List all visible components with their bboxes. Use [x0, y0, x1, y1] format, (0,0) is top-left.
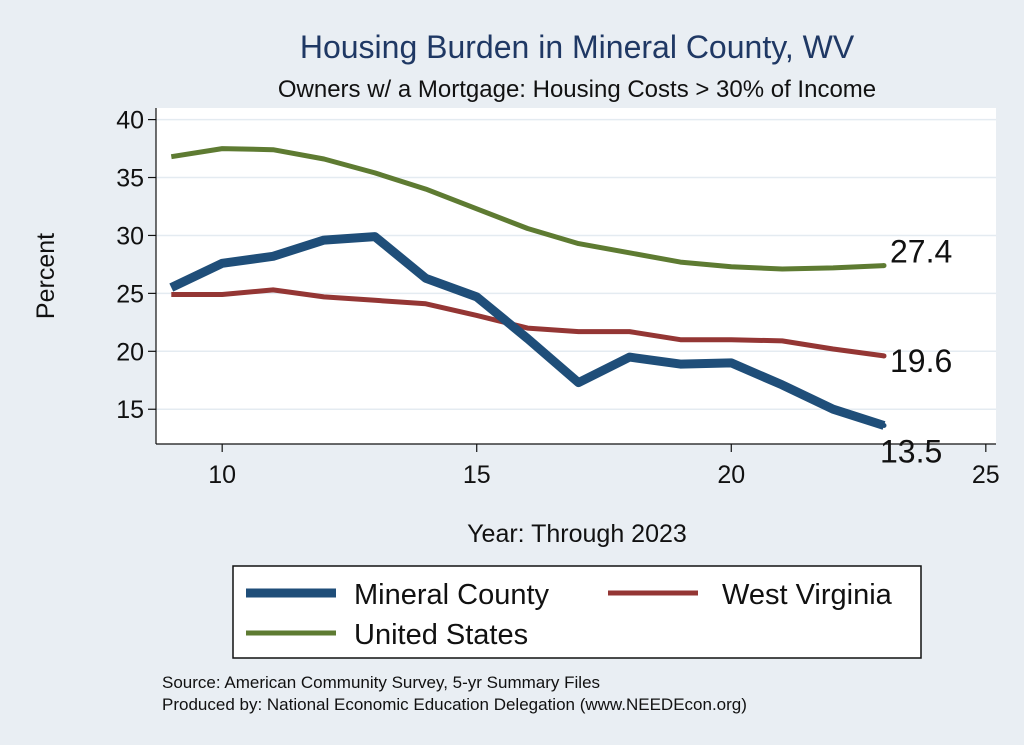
end-label-united-states: 27.4 [890, 234, 952, 270]
produced-note: Produced by: National Economic Education… [162, 695, 747, 714]
series-endpoint-west-virginia [881, 353, 887, 359]
x-tick-label: 10 [208, 461, 236, 489]
y-tick-label: 40 [116, 107, 144, 135]
series-line-mineral-county [169, 232, 886, 430]
end-label-west-virginia: 19.6 [890, 343, 952, 379]
y-tick-label: 35 [116, 165, 144, 193]
series-line-united-states [170, 146, 885, 272]
end-label-mineral-county: 13.5 [880, 433, 942, 469]
y-tick-label: 25 [116, 280, 144, 308]
series-endpoint-united-states [881, 263, 887, 269]
legend-label-united-states: United States [354, 619, 528, 651]
series-endpoint-mineral-county [881, 422, 887, 428]
chart-title: Housing Burden in Mineral County, WV [300, 29, 855, 65]
y-tick-label: 20 [116, 338, 144, 366]
source-note: Source: American Community Survey, 5-yr … [162, 673, 600, 692]
x-tick-label: 20 [717, 461, 745, 489]
plot-area [156, 108, 996, 444]
x-axis-title: Year: Through 2023 [467, 520, 687, 548]
legend: Mineral County West Virginia United Stat… [232, 565, 922, 659]
y-axis-title: Percent [32, 233, 60, 319]
legend-box [232, 565, 922, 659]
legend-label-mineral-county: Mineral County [354, 579, 550, 611]
series-group [169, 146, 887, 430]
x-tick-label: 15 [463, 461, 491, 489]
end-labels: 13.5 19.6 27.4 [880, 234, 952, 470]
series-line-west-virginia [171, 287, 885, 359]
axes: 15 20 25 30 35 40 10 15 20 25 [116, 107, 1000, 489]
y-tick-label: 15 [116, 396, 144, 424]
y-tick-label: 30 [116, 222, 144, 250]
legend-label-west-virginia: West Virginia [722, 579, 893, 611]
x-tick-label: 25 [972, 461, 1000, 489]
chart-subtitle: Owners w/ a Mortgage: Housing Costs > 30… [278, 76, 876, 103]
